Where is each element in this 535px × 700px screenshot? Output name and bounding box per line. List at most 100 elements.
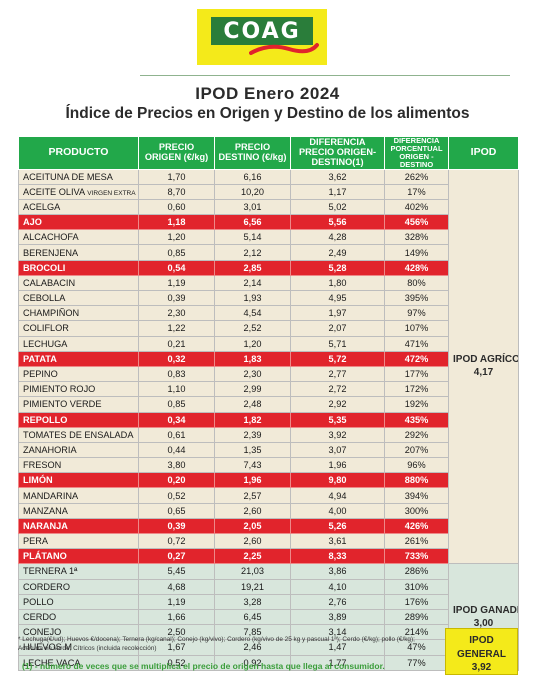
product-name: ACEITE OLIVA [23,186,85,197]
product-name: NARANJA [23,520,68,531]
percent-difference-cell: 328% [384,229,449,246]
table-row: PLÁTANO 0,27 2,25 8,33 733% [18,548,519,565]
price-difference-cell: 5,02 [290,198,385,216]
product-name-cell: ZANAHORIA [18,441,139,459]
price-difference-cell: 1,17 [290,183,385,200]
product-name-cell: ACEITUNA DE MESA [18,168,139,185]
price-difference-cell: 3,07 [290,441,385,459]
percent-difference-cell: 472% [384,350,449,367]
percent-difference-cell: 286% [384,563,449,580]
percent-difference-cell: 395% [384,289,449,307]
origin-price-cell: 0,39 [138,289,215,307]
destination-price-cell: 7,43 [214,457,291,474]
destination-price-cell: 2,12 [214,244,291,261]
table-row: ALCACHOFA 1,20 5,14 4,28 328% [18,229,519,246]
product-name-cell: ACELGA [18,198,139,216]
table-row: NARANJA 0,39 2,05 5,26 426% [18,517,519,535]
product-name: CERDO [23,612,57,623]
destination-price-cell: 1,96 [214,472,291,489]
table-row: ZANAHORIA 0,44 1,35 3,07 207% [18,441,519,459]
product-name: MANZANA [23,505,68,516]
percent-difference-cell: 176% [384,593,449,610]
price-difference-cell: 1,97 [290,305,385,322]
product-name-cell: REPOLLO [18,411,139,428]
product-name: ZANAHORIA [23,444,77,455]
percent-difference-cell: 207% [384,441,449,459]
destination-price-cell: 2,48 [214,396,291,413]
table-row: PERA 0,72 2,60 3,61 261% [18,532,519,550]
product-name-cell: COLIFLOR [18,320,139,337]
table-row: PIMIENTO ROJO 1,10 2,99 2,72 172% [18,381,519,398]
table-row: REPOLLO 0,34 1,82 5,35 435% [18,411,519,428]
ipod-general-label: IPOD GENERAL [457,635,506,660]
origin-price-cell: 8,70 [138,183,215,200]
destination-price-cell: 7,85 [214,624,291,641]
price-difference-cell: 9,80 [290,472,385,489]
logo-swoosh-icon [249,43,319,55]
product-name-cell: BROCOLI [18,259,139,276]
header-diferencia-porcentual: DIFERENCIA PORCENTUAL ORIGEN - DESTINO [384,136,449,170]
origin-price-cell: 1,20 [138,229,215,246]
header-precio-destino: PRECIO DESTINO (€/kg) [214,136,291,170]
percent-difference-cell: 107% [384,320,449,337]
table-row: POLLO 1,19 3,28 2,76 176% [18,593,519,610]
product-name: PIMIENTO ROJO [23,384,96,395]
percent-difference-cell: 402% [384,198,449,216]
price-difference-cell: 5,72 [290,350,385,367]
product-name-cell: PIMIENTO VERDE [18,396,139,413]
origin-price-cell: 0,85 [138,244,215,261]
header-precio-origen: PRECIO ORIGEN (€/kg) [138,136,215,170]
destination-price-cell: 2,05 [214,517,291,535]
origin-price-cell: 5,45 [138,563,215,580]
price-difference-cell: 5,56 [290,214,385,231]
header-diferencia: DIFERENCIA PRECIO ORIGEN-DESTINO(1) [290,136,385,170]
origin-price-cell: 0,83 [138,365,215,383]
percent-difference-cell: 177% [384,365,449,383]
page-subtitle: Índice de Precios en Origen y Destino de… [65,105,470,122]
table-row: CEBOLLA 0,39 1,93 4,95 395% [18,289,519,307]
percent-difference-cell: 172% [384,381,449,398]
product-name-cell: PEPINO [18,365,139,383]
percent-difference-cell: 262% [384,168,449,185]
destination-price-cell: 10,20 [214,183,291,200]
price-difference-cell: 3,61 [290,532,385,550]
product-name: CALABACIN [23,277,76,288]
table-row: COLIFLOR 1,22 2,52 2,07 107% [18,320,519,337]
product-name: LIMÓN [23,475,53,486]
logo-box: COAG [211,17,313,45]
percent-difference-cell: 261% [384,532,449,550]
price-table: PRODUCTO PRECIO ORIGEN (€/kg) PRECIO DES… [18,136,519,671]
destination-price-cell: 0,92 [214,654,291,671]
destination-price-cell: 2,60 [214,532,291,550]
product-name-cell: PLÁTANO [18,548,139,565]
price-difference-cell: 4,94 [290,487,385,504]
product-name-cell: ACEITE OLIVA VIRGEN EXTRA [18,183,139,200]
product-name-cell: PERA [18,532,139,550]
price-difference-cell: 5,71 [290,335,385,352]
product-name: PIMIENTO VERDE [23,399,102,410]
product-name: CORDERO [23,581,70,592]
table-header-row: PRODUCTO PRECIO ORIGEN (€/kg) PRECIO DES… [18,136,519,170]
table-row: LECHE VACA 0,52 0,92 1,77 77% [18,654,519,671]
percent-difference-cell: 471% [384,335,449,352]
product-name-cell: BERENJENA [18,244,139,261]
origin-price-cell: 1,66 [138,608,215,626]
price-difference-cell: 1,96 [290,457,385,474]
table-row: CHAMPIÑON 2,30 4,54 1,97 97% [18,305,519,322]
product-name: BERENJENA [23,247,79,258]
destination-price-cell: 6,16 [214,168,291,185]
product-name: CHAMPIÑON [23,308,80,319]
product-name: TERNERA 1ª [23,566,78,577]
table-row: CONEJO 2,50 7,85 3,14 214% [18,624,519,641]
origin-price-cell: 0,32 [138,350,215,367]
ipod-general-value: 3,92 [471,662,492,673]
destination-price-cell: 2,99 [214,381,291,398]
product-name-cell: CORDERO [18,578,139,595]
origin-price-cell: 4,68 [138,578,215,595]
origin-price-cell: 0,61 [138,426,215,443]
table-row: ACELGA 0,60 3,01 5,02 402% [18,198,519,216]
destination-price-cell: 6,45 [214,608,291,626]
table-row: BERENJENA 0,85 2,12 2,49 149% [18,244,519,261]
percent-difference-cell: 880% [384,472,449,489]
product-name: LECHE VACA [23,657,81,668]
